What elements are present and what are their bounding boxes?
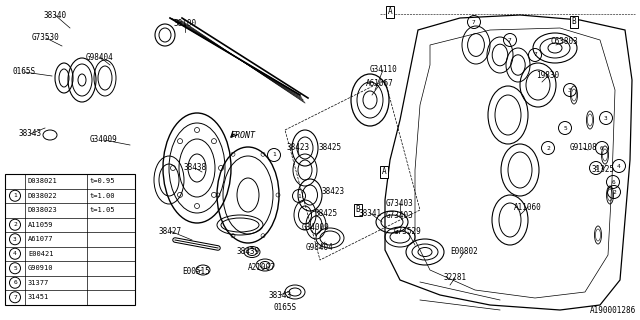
Text: t=0.95: t=0.95 (90, 178, 115, 184)
Text: 38423: 38423 (321, 188, 344, 196)
Text: 38438: 38438 (184, 164, 207, 172)
Text: FRONT: FRONT (230, 132, 255, 140)
Text: D038023: D038023 (28, 207, 58, 213)
Text: G73403: G73403 (386, 198, 414, 207)
Text: 2: 2 (612, 189, 616, 195)
Text: 3: 3 (568, 87, 572, 92)
Text: G98404: G98404 (86, 52, 114, 61)
Text: B: B (356, 205, 360, 214)
Text: 2: 2 (13, 222, 17, 227)
Text: 31325: 31325 (591, 165, 614, 174)
Text: 19830: 19830 (536, 71, 559, 81)
Text: 6: 6 (600, 146, 604, 150)
Text: 4: 4 (13, 251, 17, 256)
Bar (5, 174, 135, 305)
Text: E00421: E00421 (28, 251, 54, 257)
Text: 1: 1 (297, 194, 301, 198)
Text: A61077: A61077 (28, 236, 54, 242)
Text: G34110: G34110 (369, 66, 397, 75)
Text: D038021: D038021 (28, 178, 58, 184)
Text: 38423: 38423 (287, 143, 310, 153)
Text: 38100: 38100 (173, 20, 196, 28)
Text: G73403: G73403 (386, 212, 414, 220)
Text: 4: 4 (617, 164, 621, 169)
Text: E00515: E00515 (182, 268, 210, 276)
Text: E00802: E00802 (450, 247, 478, 257)
Text: 5: 5 (13, 266, 17, 271)
Text: G34009: G34009 (301, 223, 329, 233)
Text: 6: 6 (13, 280, 17, 285)
Text: A190001286: A190001286 (589, 306, 636, 315)
Text: 5: 5 (594, 165, 598, 171)
Text: 7: 7 (533, 52, 537, 58)
Text: G98404: G98404 (306, 244, 334, 252)
Text: D038022: D038022 (28, 193, 58, 199)
Text: 1: 1 (272, 153, 276, 157)
Text: 38425: 38425 (319, 143, 342, 153)
Text: 31377: 31377 (28, 280, 49, 286)
Text: 1: 1 (13, 193, 17, 198)
Text: A21007: A21007 (248, 263, 276, 273)
Text: 38341: 38341 (358, 209, 381, 218)
Text: A: A (388, 7, 392, 17)
Text: 3: 3 (13, 237, 17, 242)
Text: 38439: 38439 (236, 247, 260, 257)
Text: 38343: 38343 (268, 291, 292, 300)
Text: 5: 5 (563, 125, 567, 131)
Text: 6: 6 (611, 180, 615, 185)
Text: G91108: G91108 (569, 143, 597, 153)
Text: A61067: A61067 (366, 79, 394, 89)
Text: 38427: 38427 (159, 227, 182, 236)
Text: A: A (381, 167, 387, 177)
Text: 38425: 38425 (314, 209, 337, 218)
Text: A11059: A11059 (28, 222, 54, 228)
Text: 32281: 32281 (444, 274, 467, 283)
Text: G34009: G34009 (90, 135, 118, 145)
Text: 3: 3 (604, 116, 608, 121)
Text: 7: 7 (508, 37, 512, 43)
Text: 2: 2 (546, 146, 550, 150)
Text: t=1.00: t=1.00 (90, 193, 115, 199)
Text: t=1.05: t=1.05 (90, 207, 115, 213)
Text: G90910: G90910 (28, 265, 54, 271)
Text: G73530: G73530 (32, 34, 60, 43)
Text: 38343: 38343 (19, 130, 42, 139)
Text: 7: 7 (472, 20, 476, 25)
Text: 7: 7 (13, 295, 17, 300)
Text: 31451: 31451 (28, 294, 49, 300)
Text: 0165S: 0165S (273, 303, 296, 313)
Text: 38340: 38340 (44, 11, 67, 20)
Text: 0165S: 0165S (12, 68, 36, 76)
Text: G73529: G73529 (394, 228, 422, 236)
Text: B: B (572, 18, 576, 27)
Text: C63803: C63803 (550, 37, 578, 46)
Text: A11060: A11060 (514, 203, 542, 212)
